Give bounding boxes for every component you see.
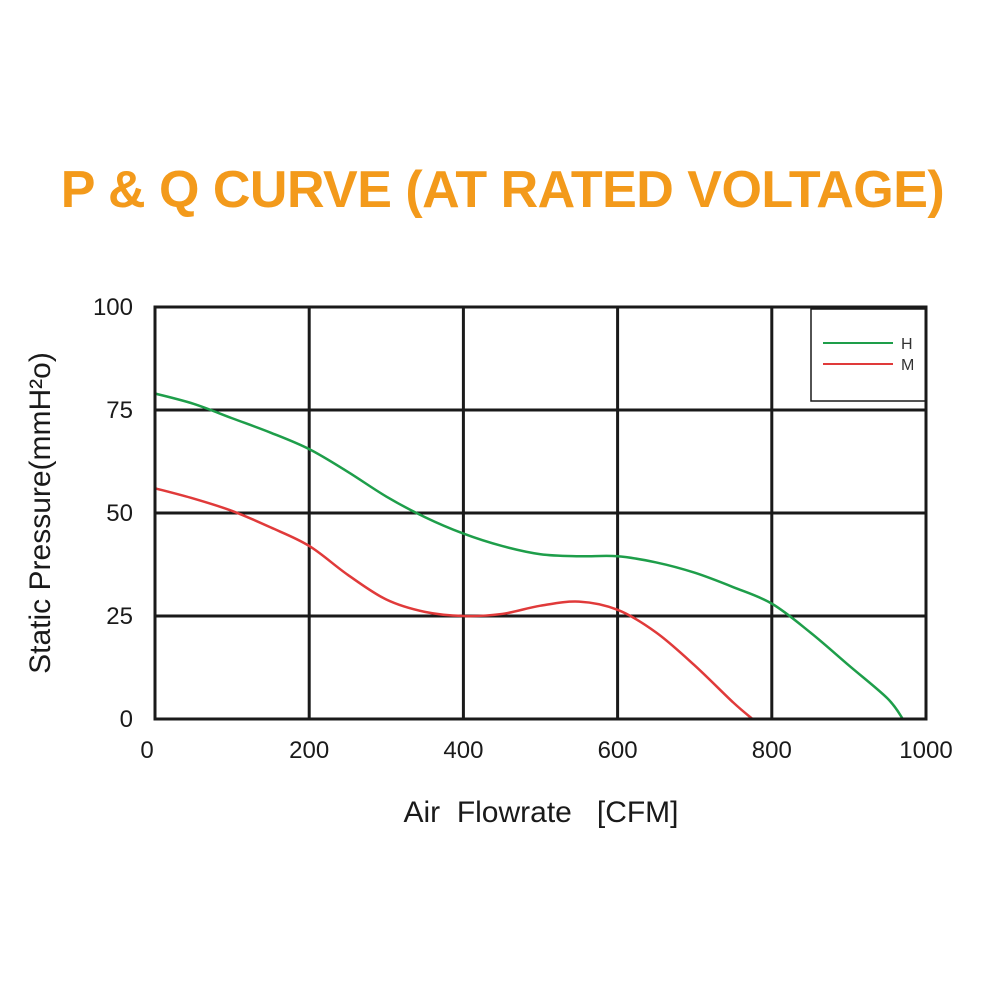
x-tick-label: 600: [598, 737, 638, 764]
legend-label-m: M: [901, 357, 914, 374]
x-axis-label: Air Flowrate [CFM]: [403, 796, 678, 829]
y-tick-label: 100: [93, 294, 133, 321]
x-tick-label: 800: [752, 737, 792, 764]
series-line-m: [154, 487, 754, 720]
grid: [155, 307, 926, 719]
legend-box: [810, 308, 927, 402]
y-tick-label: 50: [106, 500, 133, 527]
x-tick-label: 400: [443, 737, 483, 764]
y-tick-label: 75: [106, 397, 133, 424]
y-tick-label: 0: [120, 706, 133, 733]
legend: HM: [810, 308, 927, 402]
x-tick-label: 200: [289, 737, 329, 764]
series-lines: [154, 392, 904, 720]
y-tick-label: 25: [106, 603, 133, 630]
legend-label-h: H: [901, 336, 913, 353]
y-axis-label: Static Pressure(mmH²o): [24, 352, 57, 674]
chart-title: P & Q CURVE (AT RATED VOLTAGE): [60, 161, 945, 219]
series-line-h: [154, 392, 904, 720]
x-tick-label: 1000: [899, 737, 952, 764]
tick-labels: 0 200 400 600 800 1000 0 25 50 75 100: [93, 294, 953, 764]
x-tick-label: 0: [140, 737, 153, 764]
plot-frame: [153, 305, 928, 721]
